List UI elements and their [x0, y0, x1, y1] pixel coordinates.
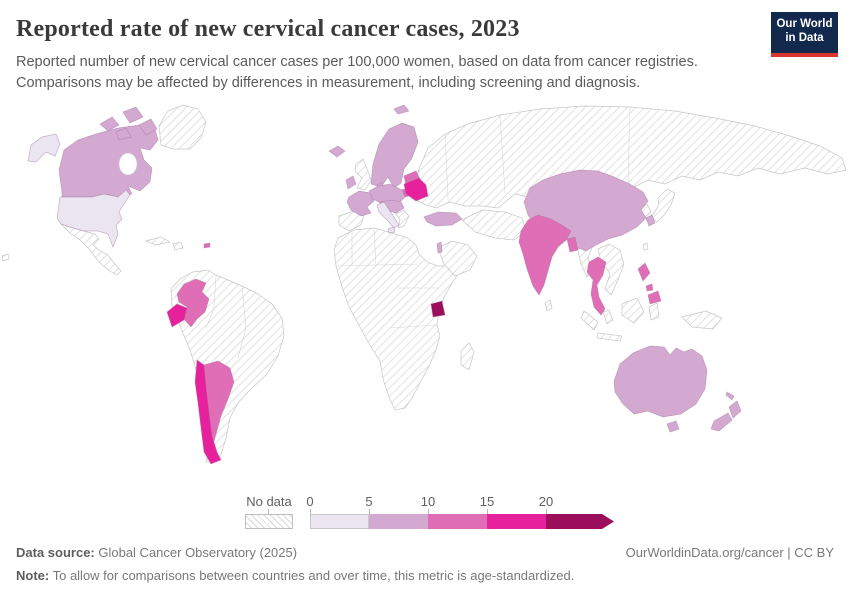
map-legend: No data 0 5 10 15 20: [0, 494, 850, 530]
map-region-madagascar[interactable]: [460, 342, 475, 371]
map-region-africa[interactable]: [333, 227, 462, 411]
legend-bin-5-10[interactable]: [369, 514, 428, 529]
colored-countries: [27, 104, 742, 465]
country-canada-arctic-1[interactable]: [99, 116, 120, 132]
country-sicily[interactable]: [387, 226, 396, 234]
page-title: Reported rate of new cervical cancer cas…: [16, 16, 520, 42]
subtitle-line-2: Comparisons may be affected by differenc…: [16, 75, 641, 91]
country-philippines-luzon[interactable]: [637, 262, 651, 282]
country-canada-arctic-2[interactable]: [122, 106, 144, 124]
map-region-greenland[interactable]: [158, 104, 207, 150]
country-uganda[interactable]: [430, 300, 446, 318]
country-thailand[interactable]: [586, 256, 607, 316]
map-region-sumatra[interactable]: [580, 310, 599, 331]
country-philippines-visayas[interactable]: [645, 283, 654, 292]
country-new-zealand-north[interactable]: [728, 400, 742, 419]
map-region-pacific-islet[interactable]: [1, 253, 10, 262]
color-scale: [310, 514, 614, 529]
tick-mark: [428, 509, 429, 514]
subtitle-line-1: Reported number of new cervical cancer c…: [16, 54, 698, 70]
country-germany-poland[interactable]: [368, 183, 406, 205]
country-new-caledonia[interactable]: [725, 391, 735, 401]
map-region-indochina[interactable]: [597, 243, 625, 296]
country-ireland[interactable]: [345, 175, 357, 190]
chart-subtitle: Reported number of new cervical cancer c…: [16, 52, 776, 94]
legend-bin-20-plus[interactable]: [546, 514, 614, 529]
map-region-malay-peninsula[interactable]: [602, 309, 614, 325]
country-france[interactable]: [346, 190, 375, 217]
country-belarus-latvia[interactable]: [403, 177, 429, 202]
map-region-greece-balkans[interactable]: [395, 209, 410, 229]
tick-10: 10: [420, 494, 436, 509]
no-data-tick: [268, 509, 269, 514]
hudson-bay: [118, 152, 138, 176]
map-region-sulawesi[interactable]: [648, 302, 660, 321]
country-canada-arctic-3[interactable]: [138, 118, 158, 136]
map-region-new-guinea[interactable]: [681, 310, 723, 330]
country-south-korea[interactable]: [645, 214, 656, 227]
chart-note: Note: To allow for comparisons between c…: [16, 568, 575, 583]
map-region-eurasia-russia[interactable]: [411, 105, 847, 209]
data-source: Data source: Global Cancer Observatory (…: [16, 545, 298, 560]
country-united-states[interactable]: [56, 189, 131, 248]
map-region-united-kingdom[interactable]: [354, 158, 372, 191]
country-israel[interactable]: [436, 241, 443, 254]
country-iceland[interactable]: [328, 145, 346, 158]
tick-mark: [546, 509, 547, 514]
country-india[interactable]: [518, 214, 572, 296]
country-australia[interactable]: [613, 345, 708, 418]
country-puerto-rico[interactable]: [203, 242, 211, 249]
country-philippines-mindanao[interactable]: [647, 290, 662, 305]
map-region-hispaniola[interactable]: [172, 241, 184, 251]
country-borders: [205, 106, 631, 359]
map-region-mexico-central-america[interactable]: [60, 223, 122, 276]
tick-5: 5: [365, 494, 373, 509]
no-data-swatch[interactable]: [245, 514, 293, 529]
legend-bin-0-5[interactable]: [310, 514, 369, 529]
country-svalbard[interactable]: [393, 104, 410, 115]
country-new-zealand-south[interactable]: [710, 412, 733, 432]
tick-mark: [310, 509, 311, 514]
country-canada[interactable]: [58, 124, 159, 198]
map-region-sri-lanka[interactable]: [544, 299, 553, 312]
map-region-taiwan[interactable]: [642, 242, 649, 251]
map-region-java[interactable]: [596, 332, 623, 342]
no-data-label: No data: [246, 494, 292, 509]
country-tasmania[interactable]: [666, 420, 680, 433]
country-chile[interactable]: [194, 359, 222, 465]
country-bangladesh[interactable]: [566, 236, 579, 253]
country-ecuador[interactable]: [166, 303, 188, 328]
country-italy[interactable]: [376, 201, 400, 229]
owid-logo: Our World in Data: [771, 12, 838, 57]
country-canada-arctic-4[interactable]: [115, 127, 132, 141]
map-region-japan[interactable]: [650, 188, 676, 223]
legend-bin-15-20[interactable]: [487, 514, 546, 529]
map-region-cuba[interactable]: [144, 236, 171, 246]
chart-footer: Data source: Global Cancer Observatory (…: [16, 545, 834, 583]
country-turkey[interactable]: [423, 211, 463, 227]
tick-15: 15: [479, 494, 495, 509]
map-region-borneo[interactable]: [621, 297, 645, 324]
legend-bin-10-15[interactable]: [428, 514, 487, 529]
country-alaska[interactable]: [27, 133, 61, 163]
tick-0: 0: [306, 494, 314, 509]
tick-20: 20: [538, 494, 554, 509]
world-map: [1, 104, 847, 465]
map-region-iran-pakistan[interactable]: [461, 209, 527, 241]
country-scandinavia[interactable]: [370, 122, 419, 189]
map-region-arabia[interactable]: [437, 240, 478, 277]
tick-mark: [369, 509, 370, 514]
tick-mark: [487, 509, 488, 514]
owid-link[interactable]: OurWorldinData.org/cancer | CC BY: [625, 545, 834, 560]
